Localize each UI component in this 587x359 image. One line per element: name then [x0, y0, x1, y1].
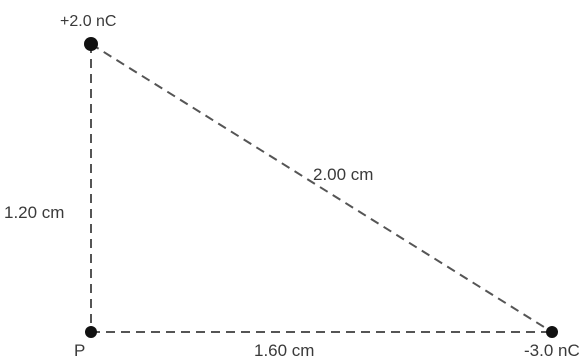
vertical-distance-label: 1.20 cm	[4, 203, 64, 222]
point-p-dot	[85, 326, 97, 338]
negative-charge-dot	[546, 326, 558, 338]
positive-charge-label: +2.0 nC	[60, 13, 116, 30]
positive-charge-dot	[84, 37, 98, 51]
negative-charge-label: -3.0 nC	[524, 341, 580, 359]
hypotenuse-distance-label: 2.00 cm	[313, 165, 373, 184]
hypotenuse-dashed-line	[90, 43, 553, 333]
point-p-label: P	[74, 341, 85, 359]
horizontal-distance-label: 1.60 cm	[254, 341, 314, 359]
